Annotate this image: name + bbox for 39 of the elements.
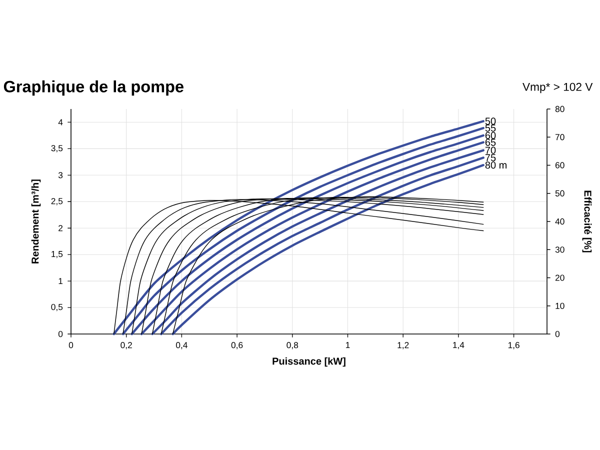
text: Vmp* > 102 V	[522, 82, 593, 94]
y-tick-label: 3	[58, 172, 63, 178]
series-label: 70	[485, 146, 496, 154]
x-tick-label: 0,4	[176, 342, 188, 350]
y2-tick-label: 10	[556, 302, 564, 309]
y2-tick-label: 70	[555, 134, 564, 140]
y-tick-label: 0	[58, 330, 63, 338]
series-label: 75	[485, 154, 496, 162]
x-tick-label: 0,8	[286, 342, 298, 350]
y2-tick-label: 60	[555, 162, 564, 168]
y2-tick-label: 40	[555, 218, 564, 225]
x-tick-label: 1,4	[453, 342, 464, 350]
y-tick-label: 1,5	[52, 251, 63, 258]
y-tick-label: 0,5	[51, 304, 63, 312]
x-tick-label: 1	[346, 342, 350, 348]
y2-tick-label: 0	[555, 330, 560, 338]
y2-tick-label: 50	[555, 190, 564, 196]
series-label: 50	[485, 118, 496, 125]
y2-axis-title: Efficacité [%]	[582, 190, 592, 252]
chart-title: Graphique de la pompe	[4, 80, 184, 96]
x-tick-label: 0,2	[120, 342, 132, 350]
x-tick-label: 0,6	[231, 342, 243, 350]
x-tick-label: 0	[68, 342, 74, 348]
series-label: 55	[485, 124, 496, 132]
x-axis-title: Puissance [kW]	[272, 357, 346, 367]
y-tick-label: 4	[58, 119, 63, 126]
y2-tick-label: 30	[555, 246, 564, 253]
x-tick-label: 1,6	[508, 342, 520, 350]
y-axis-title: Rendement [m³/h]	[31, 180, 41, 264]
y-tick-label: 3,5	[51, 145, 63, 152]
y-tick-label: 2,5	[51, 198, 63, 206]
y2-tick-label: 20	[555, 274, 564, 281]
y-tick-label: 1	[58, 278, 63, 284]
series-label: 65	[485, 138, 496, 146]
x-tick-label: 1,2	[398, 342, 409, 350]
y2-tick-label: 80	[555, 106, 564, 112]
y-tick-label: 2	[58, 225, 63, 232]
series-label: 60	[485, 132, 496, 140]
series-label: 80 m	[485, 162, 507, 169]
